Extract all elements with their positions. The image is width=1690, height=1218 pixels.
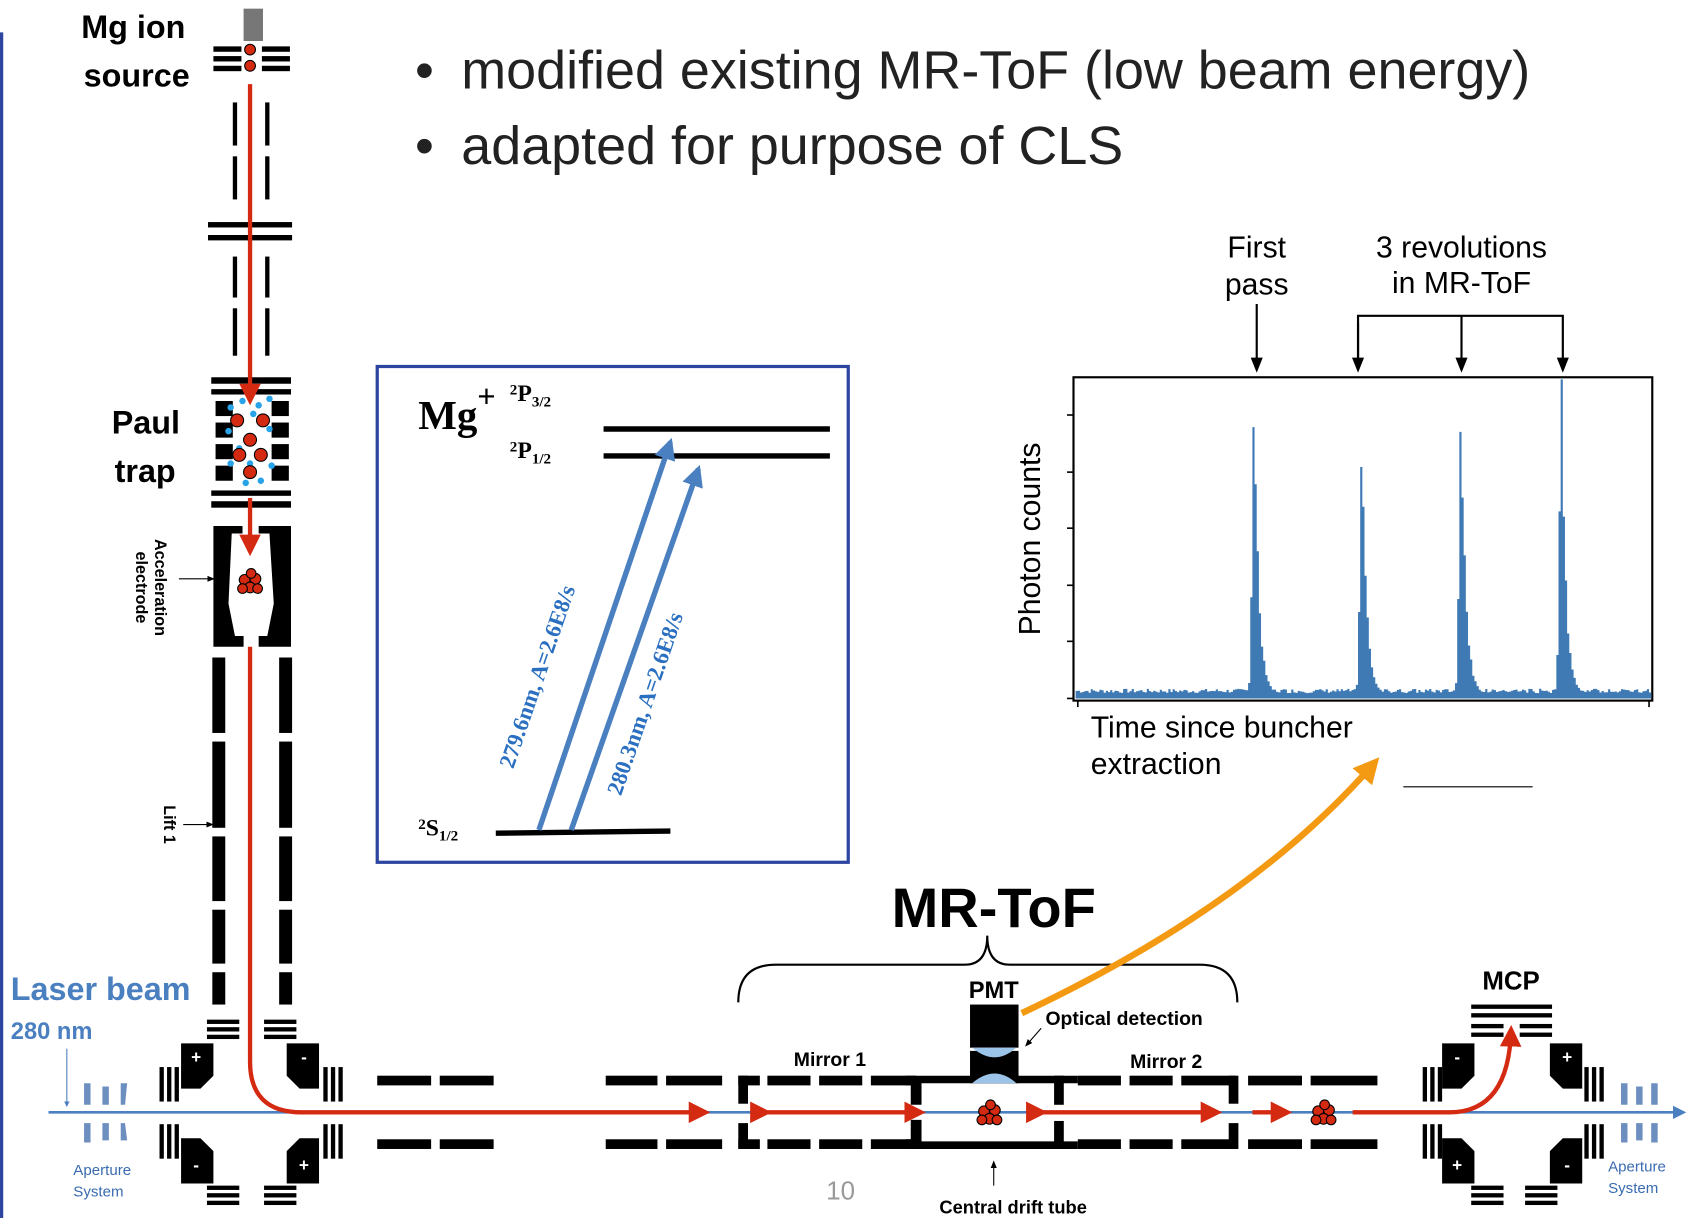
- pmt-label: PMT: [969, 978, 1020, 1004]
- lift-label: Lift 1: [160, 805, 178, 844]
- laser-wavelength: 280 nm: [11, 1019, 93, 1045]
- signal-arrow: [1020, 757, 1380, 1017]
- levels: [495, 426, 830, 836]
- bullets: • modified existing MR-ToF (low beam ener…: [415, 40, 1530, 175]
- level-label: 2P1/2: [510, 438, 551, 467]
- level-scheme-box: [375, 364, 850, 864]
- annotation: 3 revolutions in MR-ToF: [1376, 232, 1547, 301]
- pointer: [1025, 1027, 1042, 1047]
- deflector-sign: -: [1564, 1155, 1570, 1175]
- trapped-ions: [225, 43, 275, 594]
- mcp-label: MCP: [1482, 967, 1539, 995]
- drift-tube-label: Central drift tube: [939, 1197, 1087, 1218]
- deflector-sign: -: [1454, 1047, 1460, 1067]
- ion-bunch: [1310, 1099, 1337, 1126]
- spectrum-frame: [1072, 376, 1654, 702]
- aperture-right: Aperture System: [1608, 1159, 1666, 1198]
- deflector-sign: -: [193, 1155, 199, 1175]
- deflector-sign: +: [299, 1155, 309, 1175]
- annotation-arrows: [1250, 303, 1569, 373]
- page-number: 10: [826, 1178, 855, 1206]
- ion-label: Mg+: [418, 378, 496, 438]
- brace: [737, 935, 1239, 1003]
- apertures: [84, 1083, 1658, 1143]
- pmt-lens: [972, 1047, 1017, 1084]
- deflector-sign: +: [191, 1047, 201, 1067]
- ion-path: [239, 84, 1522, 1124]
- spectrum-trace: [1075, 379, 1652, 699]
- transitions: [536, 437, 703, 831]
- deflectors: [159, 1004, 1604, 1206]
- spectrum-ticks: [1067, 414, 1650, 708]
- laser-label: Laser beam: [11, 971, 191, 1007]
- trap-label: Paul trap: [112, 404, 180, 489]
- level-label: 2S1/2: [418, 815, 458, 844]
- deflector-sign: -: [301, 1047, 307, 1067]
- detection-label: Optical detection: [1045, 1008, 1202, 1030]
- slide-edge: [0, 32, 4, 1218]
- deflector-sign: +: [1562, 1047, 1572, 1067]
- mrtof-title: MR-ToF: [892, 876, 1096, 939]
- x-label: Time since buncher extraction: [1091, 711, 1353, 781]
- mirror-label: Mirror 2: [1130, 1051, 1202, 1073]
- electrode-label: Accelerationelectrode: [132, 539, 169, 636]
- annotation: First pass: [1225, 232, 1289, 302]
- ion-bunch: [976, 1099, 1003, 1126]
- y-label: Photon counts: [1014, 443, 1047, 636]
- level-label: 2P3/2: [510, 381, 551, 410]
- deflector-sign: +: [1452, 1155, 1462, 1175]
- mirror-label: Mirror 1: [794, 1049, 866, 1071]
- aperture-left: Aperture System: [73, 1162, 131, 1201]
- source-label: Mg ion source: [81, 9, 189, 94]
